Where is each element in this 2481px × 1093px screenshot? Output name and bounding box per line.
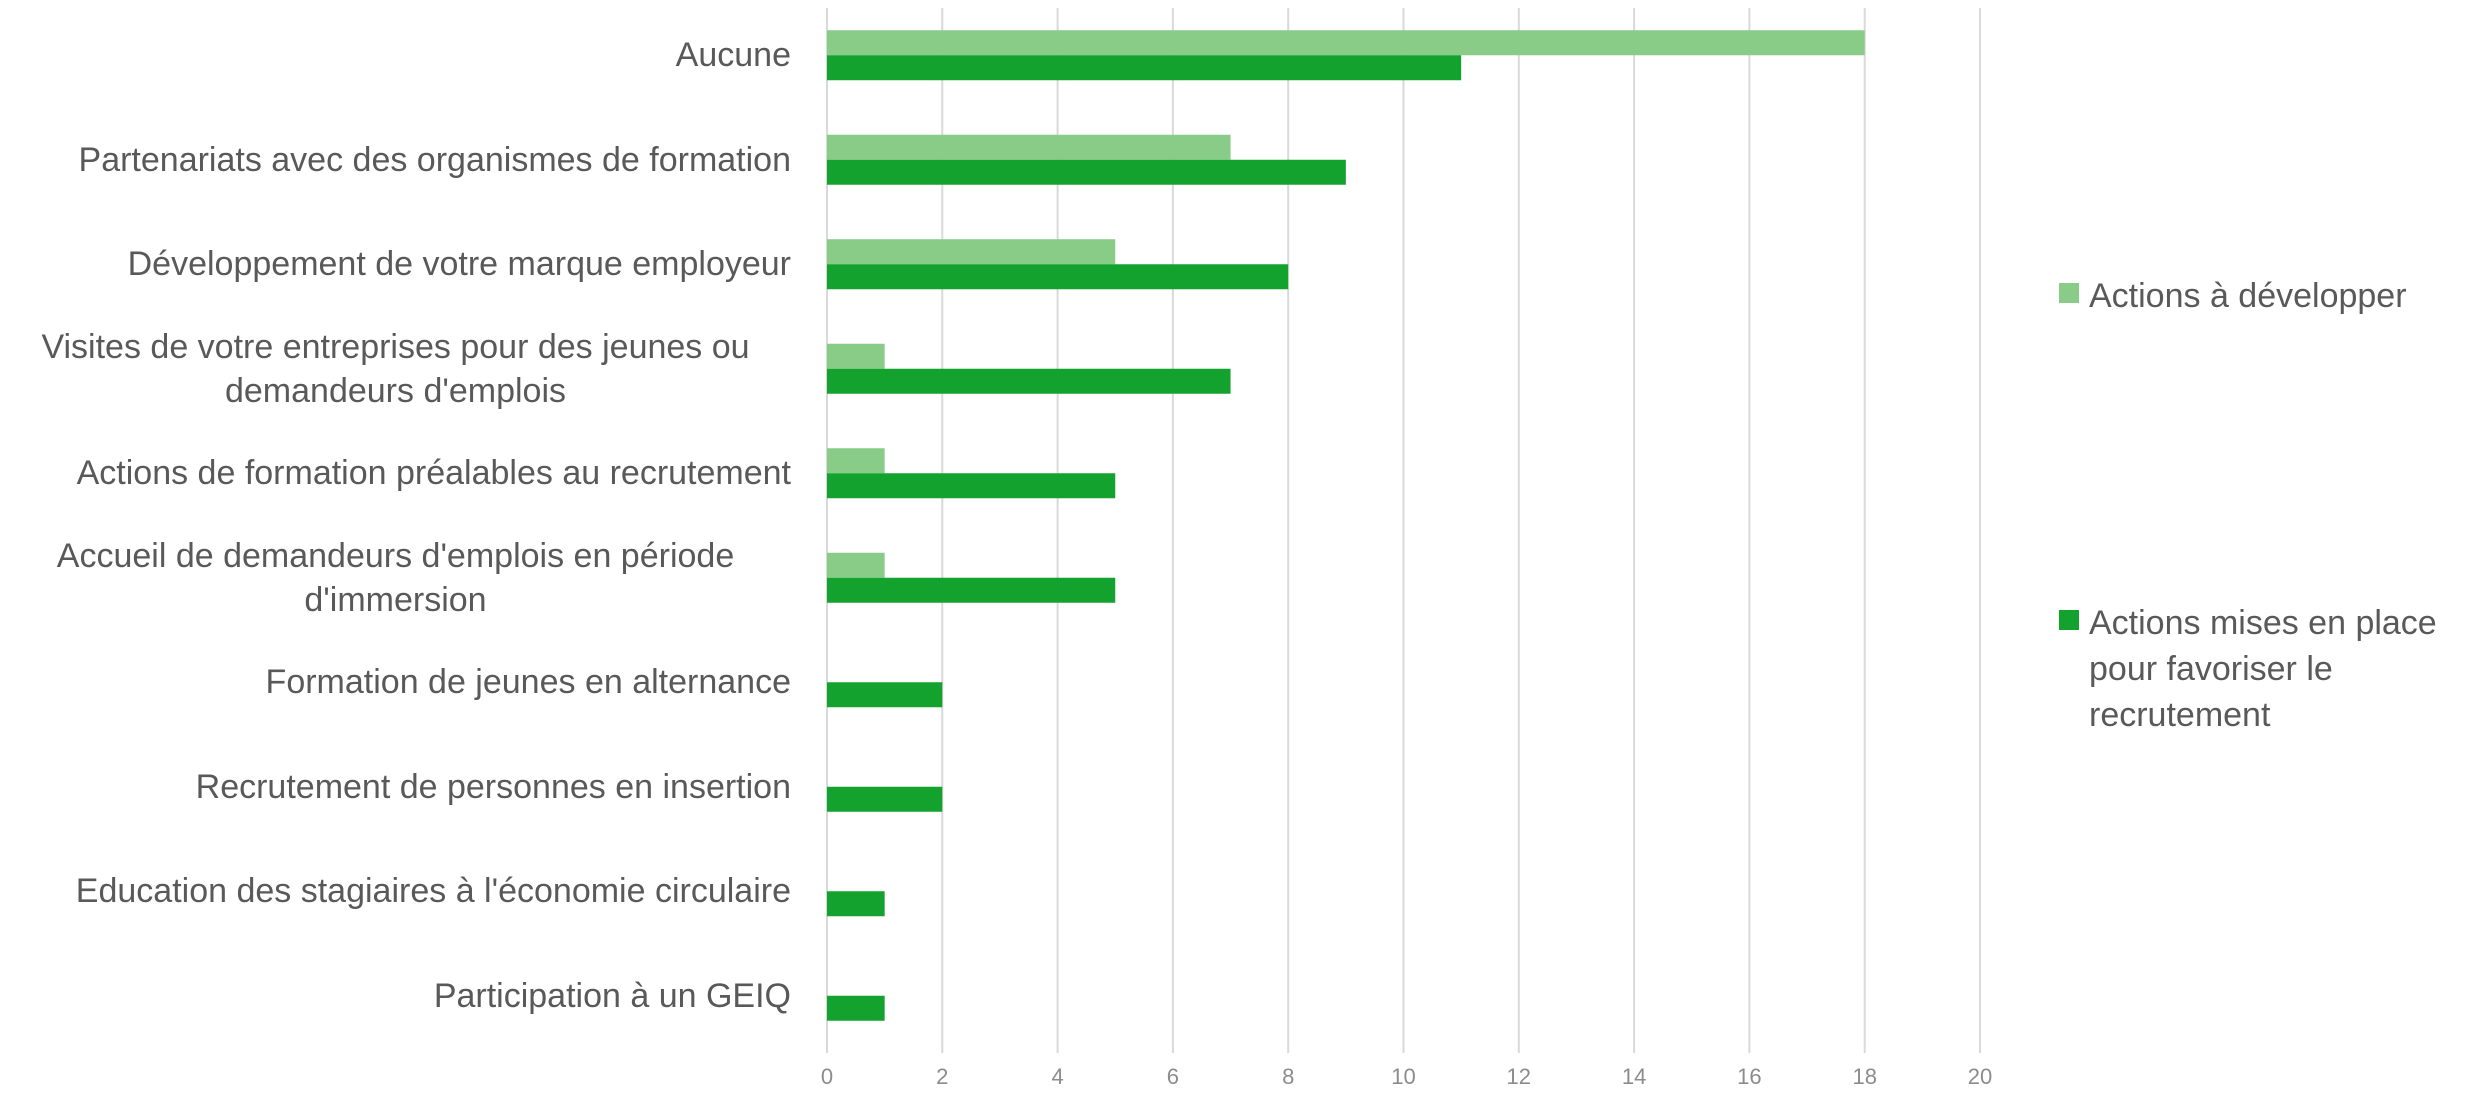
category-text: Education des stagiaires à l'économie ci… (75, 872, 791, 911)
bar (827, 448, 885, 474)
category-label: Accueil de demandeurs d'emplois en pério… (0, 528, 791, 628)
category-label: Education des stagiaires à l'économie ci… (76, 841, 791, 941)
bar (827, 239, 1116, 265)
x-tick-label: 12 (1507, 1064, 1531, 1089)
legend-swatch (2059, 610, 2079, 630)
category-text: Participation à un GEIQ (433, 976, 791, 1015)
bar (827, 891, 885, 917)
x-tick-label: 2 (936, 1064, 948, 1089)
bar (827, 995, 885, 1021)
bar (827, 682, 943, 708)
category-text: Aucune (675, 36, 791, 75)
category-label: Formation de jeunes en alternance (266, 632, 791, 732)
category-text: Développement de votre marque employeur (127, 245, 791, 284)
legend-item: Actions à développer (2059, 273, 2407, 319)
bar (827, 134, 1231, 160)
bar (827, 473, 1116, 499)
bar (827, 577, 1116, 603)
x-tick-label: 10 (1391, 1064, 1415, 1089)
category-label: Développement de votre marque employeur (128, 214, 791, 314)
legend-item: Actions mises en place pour favoriser le… (2059, 600, 2479, 738)
category-label: Actions de formation préalables au recru… (77, 423, 791, 523)
category-label: Recrutement de personnes en insertion (196, 737, 791, 837)
category-text: Recrutement de personnes en insertion (195, 767, 791, 806)
x-tick-label: 4 (1051, 1064, 1063, 1089)
x-tick-label: 20 (1968, 1064, 1992, 1089)
x-tick-label: 6 (1167, 1064, 1179, 1089)
legend-swatch (2059, 283, 2079, 303)
category-text: Actions de formation préalables au recru… (76, 454, 791, 493)
category-label: Aucune (676, 5, 791, 105)
x-tick-label: 8 (1282, 1064, 1294, 1089)
x-tick-label: 16 (1737, 1064, 1761, 1089)
x-tick-label: 14 (1622, 1064, 1646, 1089)
legend-label: Actions à développer (2089, 277, 2407, 315)
category-text: Accueil de demandeurs d'emplois en pério… (56, 536, 735, 619)
bar (827, 368, 1231, 394)
bar (827, 55, 1462, 81)
category-label: Visites de votre entreprises pour des je… (0, 319, 791, 419)
x-tick-label: 18 (1852, 1064, 1876, 1089)
bar (827, 30, 1865, 56)
bar (827, 552, 885, 578)
category-label: Participation à un GEIQ (434, 946, 791, 1046)
legend-label: Actions mises en place pour favoriser le… (2089, 604, 2437, 734)
category-label: Partenariats avec des organismes de form… (79, 110, 791, 210)
category-text: Formation de jeunes en alternance (265, 663, 791, 702)
bar (827, 786, 943, 812)
bar (827, 159, 1346, 185)
category-text: Partenariats avec des organismes de form… (78, 140, 791, 179)
bar (827, 343, 885, 369)
bar (827, 264, 1289, 290)
category-text: Visites de votre entreprises pour des je… (41, 327, 750, 410)
x-tick-label: 0 (821, 1064, 833, 1089)
